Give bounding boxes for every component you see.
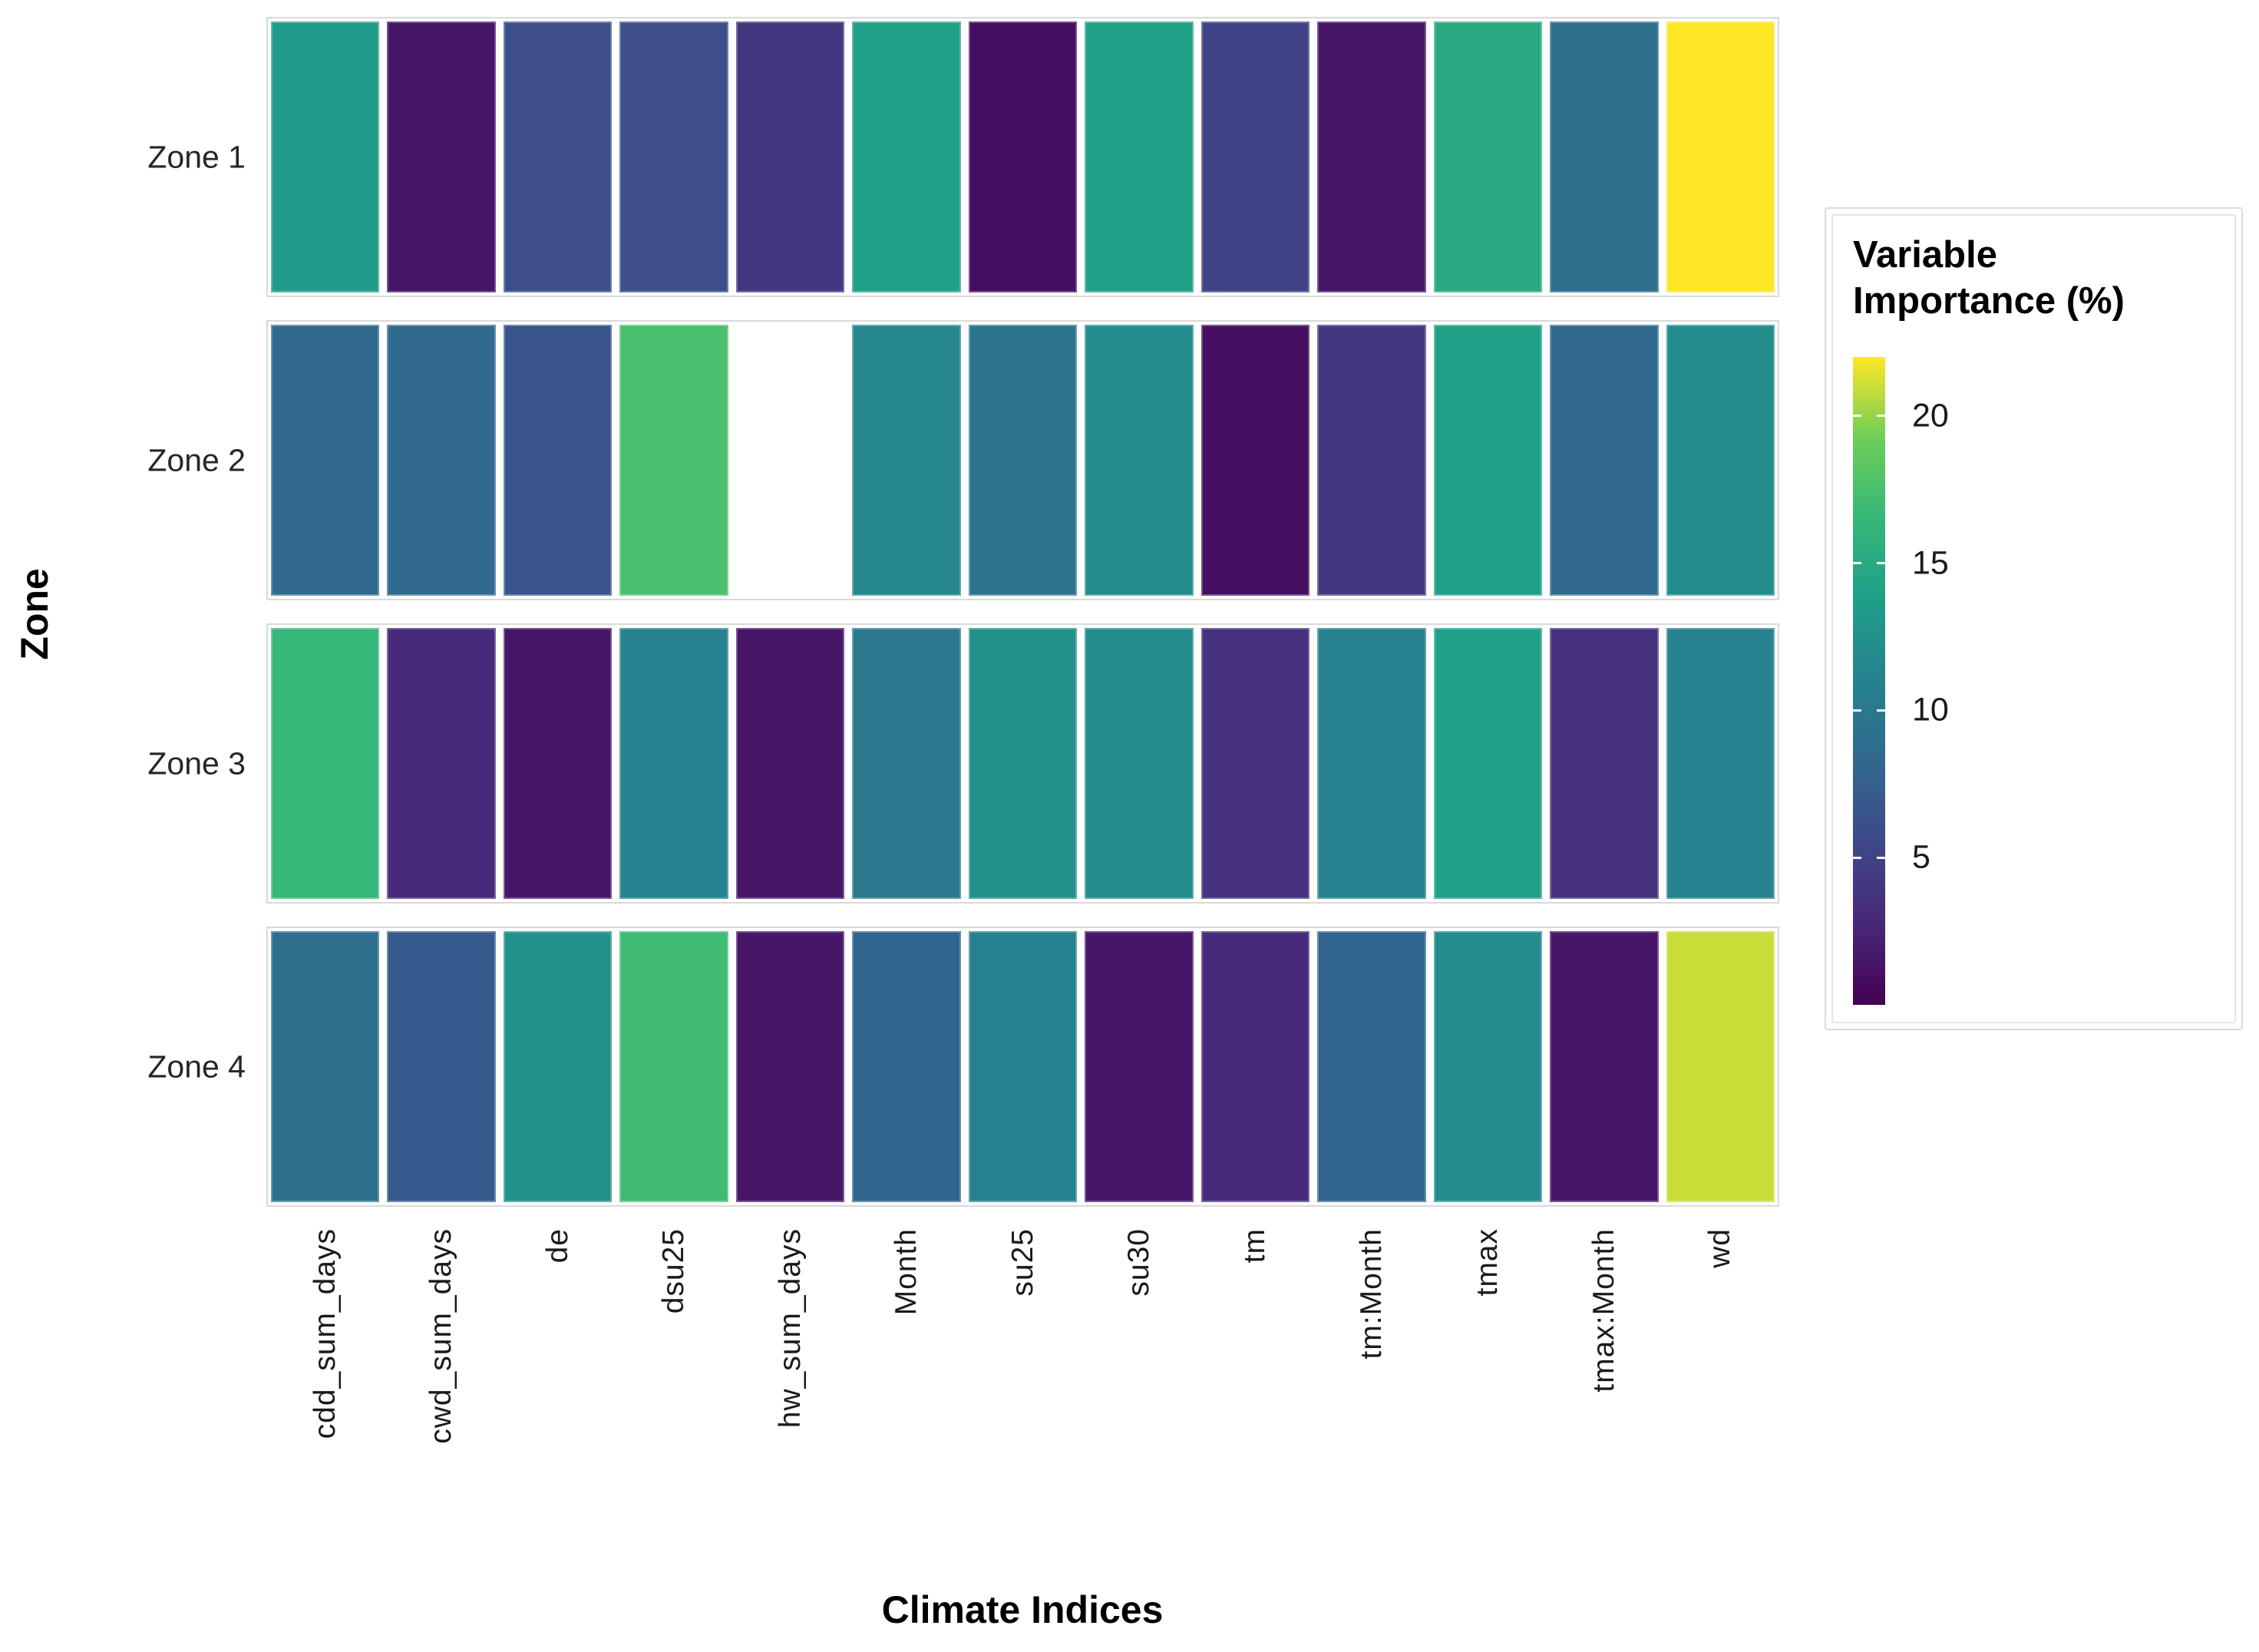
legend-tick-mark bbox=[1877, 856, 1885, 859]
heatmap-cell bbox=[271, 21, 380, 292]
legend-tick-mark bbox=[1853, 415, 1861, 418]
y-axis-label-zone-4: Zone 4 bbox=[147, 1049, 246, 1084]
heatmap-cell bbox=[735, 931, 845, 1202]
heatmap-cell bbox=[619, 325, 728, 596]
legend-title: Variable Importance (%) bbox=[1853, 232, 2125, 324]
heatmap-cell bbox=[271, 931, 380, 1202]
heatmap-cell bbox=[1666, 21, 1775, 292]
x-axis-label-su30: su30 bbox=[1121, 1228, 1155, 1297]
facet-panel-zone-1 bbox=[266, 17, 1779, 297]
heatmap-cell bbox=[387, 325, 496, 596]
x-axis-label-month: Month bbox=[890, 1228, 923, 1316]
heatmap-cell bbox=[1550, 21, 1659, 292]
legend-colorbar bbox=[1853, 357, 1885, 1005]
heatmap-cell bbox=[1085, 325, 1194, 596]
x-axis-label-tm-month: tm:Month bbox=[1354, 1228, 1388, 1360]
heatmap-cell bbox=[1317, 931, 1426, 1202]
y-axis-label-zone-3: Zone 3 bbox=[147, 745, 246, 781]
heatmap-cell bbox=[1433, 931, 1543, 1202]
heatmap-cell bbox=[1317, 628, 1426, 899]
heatmap-cell bbox=[735, 21, 845, 292]
legend-tick-mark bbox=[1853, 562, 1861, 565]
heatmap-cell bbox=[1550, 325, 1659, 596]
x-axis-label-cwd-sum-days: cwd_sum_days bbox=[424, 1228, 458, 1444]
facet-panel-zone-2 bbox=[266, 320, 1779, 600]
heatmap-cell bbox=[1433, 21, 1543, 292]
heatmap-cell bbox=[852, 325, 961, 596]
heatmap-cell bbox=[387, 931, 496, 1202]
heatmap-cell bbox=[619, 931, 728, 1202]
heatmap-cell bbox=[1201, 931, 1310, 1202]
heatmap-cell bbox=[387, 628, 496, 899]
x-axis-label-dsu25: dsu25 bbox=[657, 1228, 691, 1314]
legend-tick-20: 20 bbox=[1912, 397, 1949, 434]
heatmap-cell bbox=[503, 21, 613, 292]
heatmap-cell bbox=[852, 931, 961, 1202]
y-axis-title: Zone bbox=[13, 568, 56, 660]
legend-tick-mark bbox=[1853, 856, 1861, 859]
heatmap-cell bbox=[1433, 325, 1543, 596]
heatmap-cell bbox=[968, 325, 1078, 596]
y-axis-label-zone-2: Zone 2 bbox=[147, 442, 246, 477]
heatmap-cell bbox=[1666, 325, 1775, 596]
legend: Variable Importance (%) 20 15 10 5 bbox=[1825, 207, 2243, 1030]
heatmap-cell bbox=[619, 628, 728, 899]
x-axis-label-de: de bbox=[540, 1228, 574, 1264]
heatmap-cell bbox=[735, 325, 845, 596]
legend-tick-mark bbox=[1877, 562, 1885, 565]
x-axis-label-cdd-sum-days: cdd_sum_days bbox=[308, 1228, 342, 1439]
heatmap-cell bbox=[1317, 325, 1426, 596]
legend-tick-10: 10 bbox=[1912, 691, 1949, 729]
x-axis-title: Climate Indices bbox=[881, 1588, 1164, 1631]
heatmap-cell bbox=[1550, 628, 1659, 899]
y-axis-label-zone-1: Zone 1 bbox=[147, 139, 246, 174]
heatmap-cell bbox=[1666, 931, 1775, 1202]
legend-border bbox=[1831, 214, 2236, 1023]
heatmap-cell bbox=[1666, 628, 1775, 899]
legend-tick-15: 15 bbox=[1912, 544, 1949, 582]
heatmap-cell bbox=[387, 21, 496, 292]
x-axis-label-su25: su25 bbox=[1006, 1228, 1039, 1297]
heatmap-cell bbox=[503, 325, 613, 596]
heatmap-cell bbox=[968, 628, 1078, 899]
heatmap-cell bbox=[1085, 628, 1194, 899]
legend-title-line2: Importance (%) bbox=[1853, 280, 2125, 322]
x-axis-label-tmax-month: tmax:Month bbox=[1587, 1228, 1620, 1393]
heatmap-cell bbox=[1085, 21, 1194, 292]
x-axis-label-wd: wd bbox=[1703, 1228, 1737, 1268]
legend-title-line1: Variable bbox=[1853, 234, 1997, 276]
x-axis-label-tm: tm bbox=[1238, 1228, 1272, 1264]
heatmap-cell bbox=[1085, 931, 1194, 1202]
heatmap-cell bbox=[852, 21, 961, 292]
legend-tick-mark bbox=[1877, 709, 1885, 712]
legend-tick-mark bbox=[1853, 709, 1861, 712]
x-axis-label-tmax: tmax bbox=[1471, 1228, 1504, 1297]
legend-tick-mark bbox=[1877, 415, 1885, 418]
heatmap-cell bbox=[1317, 21, 1426, 292]
heatmap-cell bbox=[271, 628, 380, 899]
facet-panel-zone-3 bbox=[266, 623, 1779, 904]
heatmap-cell bbox=[1201, 628, 1310, 899]
heatmap-cell bbox=[968, 931, 1078, 1202]
x-axis-label-hw-sum-days: hw_sum_days bbox=[773, 1228, 807, 1429]
heatmap-cell bbox=[735, 628, 845, 899]
heatmap-cell bbox=[271, 325, 380, 596]
heatmap-cell bbox=[1433, 628, 1543, 899]
heatmap-cell bbox=[1201, 21, 1310, 292]
legend-tick-5: 5 bbox=[1912, 838, 1930, 876]
facet-panel-zone-4 bbox=[266, 927, 1779, 1207]
heatmap-cell bbox=[619, 21, 728, 292]
heatmap-cell bbox=[503, 628, 613, 899]
heatmap-cell bbox=[852, 628, 961, 899]
heatmap-cell bbox=[1201, 325, 1310, 596]
heatmap-cell bbox=[968, 21, 1078, 292]
heatmap-cell bbox=[503, 931, 613, 1202]
heatmap-cell bbox=[1550, 931, 1659, 1202]
